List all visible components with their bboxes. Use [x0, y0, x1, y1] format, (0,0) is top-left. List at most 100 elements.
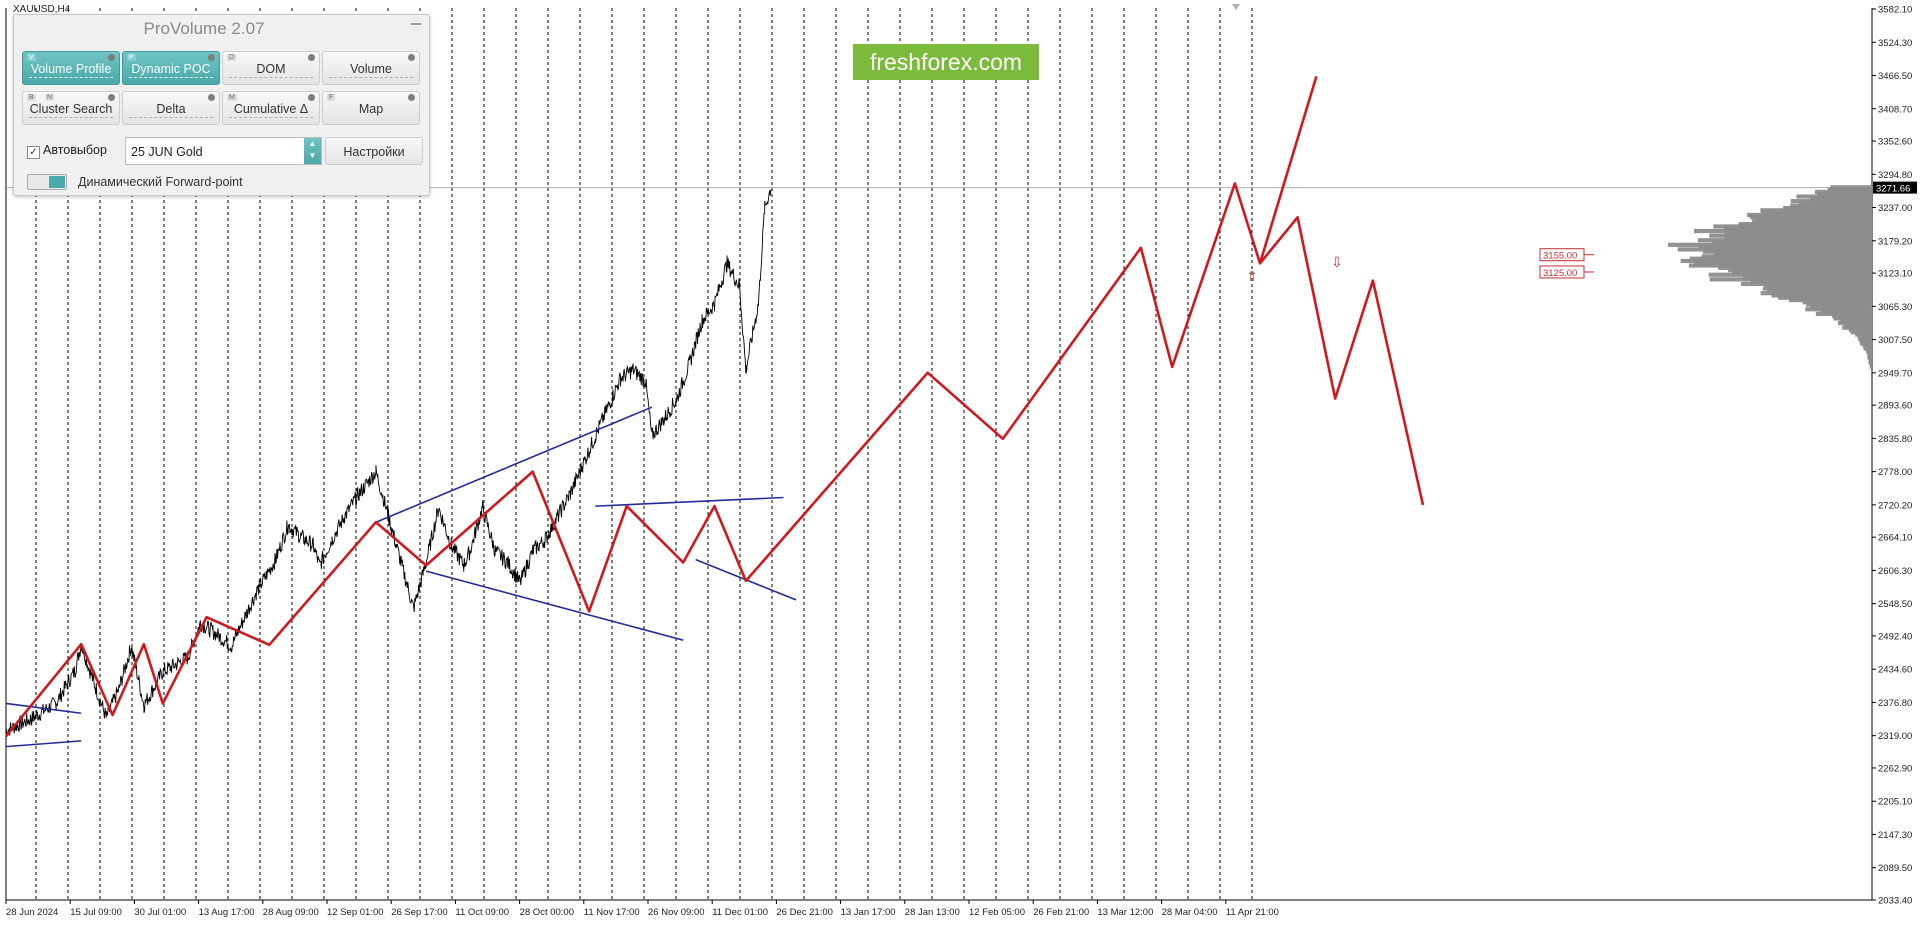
y-tick-label: 2949.70 [1878, 368, 1912, 379]
gear-icon[interactable] [408, 54, 415, 61]
toggle-knob[interactable] [49, 176, 65, 188]
y-tick-label: 3352.60 [1878, 137, 1912, 148]
checkmark-icon[interactable]: ✓ [27, 146, 40, 159]
volume-profile-bar [1860, 341, 1872, 346]
button-label: DOM [256, 62, 286, 76]
x-tick-label: 13 Mar 12:00 [1097, 907, 1153, 918]
volume-profile-bar [1839, 318, 1872, 323]
volume-profile-bar [1850, 330, 1872, 335]
delta-button[interactable]: Delta [122, 91, 220, 125]
volume-profile-bar [1767, 288, 1872, 293]
volume-profile-bar [1842, 325, 1872, 330]
x-tick-label: 26 Dec 21:00 [776, 907, 833, 918]
volume-profile-bar [1832, 314, 1872, 319]
x-tick-label: 12 Feb 05:00 [969, 907, 1025, 918]
volume-profile-bar [1805, 307, 1872, 312]
button-label: Map [358, 102, 384, 116]
volume-profile-bar [1724, 235, 1872, 241]
x-tick-label: 15 Jul 09:00 [70, 907, 122, 918]
button-label: Dynamic POC [131, 62, 211, 76]
hotkey-badge: P [127, 54, 136, 61]
x-tick-label: 28 Jun 2024 [6, 907, 58, 918]
channel-line [5, 702, 82, 715]
symbol-label: XAUUSD,H4 [13, 4, 71, 15]
minimize-icon[interactable] [411, 23, 421, 25]
cluster-search-button[interactable]: B N Cluster Search [22, 91, 120, 125]
gear-icon[interactable] [208, 54, 215, 61]
volume-profile-bar [1698, 245, 1872, 250]
x-tick-label: 11 Oct 09:00 [455, 907, 509, 918]
indicator-strip [229, 77, 313, 80]
autoselect-checkbox[interactable]: ✓ Автовыбор [27, 143, 107, 159]
x-tick-label: 13 Aug 17:00 [199, 907, 255, 918]
cumulative-delta-button[interactable]: M Cumulative Δ [222, 91, 320, 125]
settings-button[interactable]: Настройки [325, 137, 423, 165]
gear-icon[interactable] [208, 94, 215, 101]
y-tick-label: 2205.10 [1878, 797, 1912, 808]
gear-icon[interactable] [308, 54, 315, 61]
volume-profile-bar [1820, 309, 1872, 314]
volume-profile-bar [1680, 258, 1872, 264]
spinner-arrows-icon[interactable]: ▲ ▼ [304, 138, 321, 164]
volume-profile-bar [1868, 360, 1872, 365]
map-button[interactable]: F Map [322, 91, 420, 125]
x-tick-label: 11 Dec 01:00 [712, 907, 768, 918]
volume-button[interactable]: Volume [322, 51, 420, 85]
volume-profile-bar [1697, 238, 1872, 243]
gear-icon[interactable] [108, 94, 115, 101]
volume-profile-button[interactable]: V Volume Profile [22, 51, 120, 85]
gear-icon[interactable] [108, 54, 115, 61]
current-price-label: 3271.66 [1876, 184, 1910, 195]
channel-line [425, 570, 684, 641]
autoselect-label: Автовыбор [43, 143, 107, 157]
volume-profile-bar [1783, 205, 1872, 211]
indicator-strip [29, 77, 113, 80]
dom-button[interactable]: D DOM [222, 51, 320, 85]
volume-profile-bar [1714, 251, 1872, 257]
volume-profile-bar [1830, 185, 1872, 190]
hotkey-badge: D [227, 54, 237, 61]
hotkey-badge: N [45, 94, 55, 101]
volume-profile-bar [1712, 240, 1872, 245]
volume-profile-bar [1701, 254, 1872, 259]
volume-profile-bar [1752, 217, 1872, 222]
hotkey-badge: M [227, 94, 237, 101]
indicator-strip [129, 77, 213, 80]
x-tick-label: 28 Aug 09:00 [263, 907, 319, 918]
volume-profile-bar [1761, 210, 1872, 215]
x-tick-label: 13 Jan 17:00 [841, 907, 896, 918]
volume-profile-bar [1862, 343, 1872, 349]
forward-point-toggle[interactable] [27, 174, 67, 190]
x-tick-label: 12 Sep 01:00 [327, 907, 384, 918]
hotkey-badge: F [327, 94, 336, 101]
volume-profile-bar [1867, 353, 1872, 358]
dynamic-poc-button[interactable]: P Dynamic POC [122, 51, 220, 85]
channel-line [5, 740, 82, 748]
y-tick-label: 2376.80 [1878, 698, 1912, 709]
volume-profile-bar [1747, 212, 1872, 218]
gear-icon[interactable] [408, 94, 415, 101]
zigzag-line [4, 182, 1425, 738]
volume-profile-bar [1751, 219, 1872, 224]
volume-profile-bar [1865, 348, 1872, 353]
y-tick-label: 2664.10 [1878, 533, 1912, 544]
volume-profile-bar [1855, 332, 1872, 337]
volume-profile-bar [1866, 350, 1872, 356]
level-label: 3125.00 [1543, 268, 1577, 279]
volume-profile-bar [1817, 192, 1872, 197]
instrument-select[interactable]: 25 JUN Gold ▲ ▼ [125, 137, 322, 165]
volume-profile-bar [1857, 334, 1872, 339]
forward-point-label: Динамический Forward-point [78, 175, 243, 189]
volume-profile-bar [1833, 316, 1872, 321]
volume-profile-bar [1760, 208, 1872, 213]
gear-icon[interactable] [308, 94, 315, 101]
hotkey-badge: V [27, 54, 36, 61]
y-tick-label: 3007.50 [1878, 335, 1912, 346]
volume-profile-bar [1743, 274, 1872, 280]
x-tick-label: 30 Jul 01:00 [134, 907, 186, 918]
y-tick-label: 3065.30 [1878, 302, 1912, 313]
y-tick-label: 2262.90 [1878, 763, 1912, 774]
volume-profile-bar [1709, 233, 1872, 238]
